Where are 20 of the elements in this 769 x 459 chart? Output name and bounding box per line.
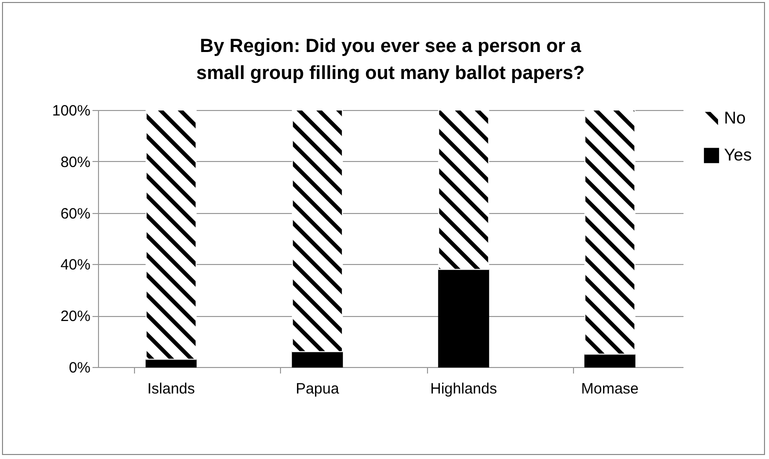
bar [438,110,490,270]
bar [292,110,343,352]
y-tick-label: 100% [52,102,90,120]
bar [292,351,343,368]
chart-title: By Region: Did you ever see a person or a small group filling out many ballot papers? [196,36,585,84]
legend-label: Yes [724,146,752,164]
bar [438,268,490,368]
bar [146,110,197,360]
y-tick-label: 0% [68,360,90,376]
y-tick-label: 20% [60,308,90,326]
y-tick-label: 80% [60,154,90,171]
y-tick-label: 40% [60,256,90,274]
x-tick-label: Papua [296,380,340,398]
x-tick-label: Islands [147,380,195,398]
x-tick-label: Highlands [430,380,497,398]
bar [584,110,636,355]
y-tick-label: 60% [60,205,90,222]
legend-label: No [724,108,746,128]
bar [584,354,636,368]
x-tick-label: Momase [581,380,639,398]
